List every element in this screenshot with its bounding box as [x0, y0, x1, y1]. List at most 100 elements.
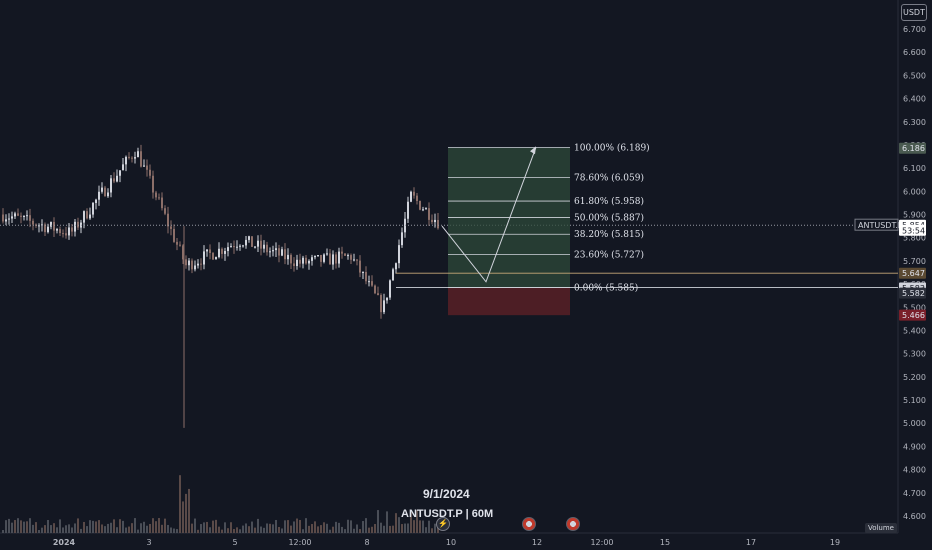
volume-bar — [104, 526, 106, 533]
candle-body — [290, 254, 292, 264]
volume-bar — [68, 524, 70, 533]
time-axis-label: 12:00 — [590, 538, 613, 547]
volume-bar — [185, 493, 187, 533]
symbol-tag: ANTUSDT.P — [858, 221, 903, 230]
volume-bar — [101, 524, 103, 533]
candle-body — [134, 157, 136, 159]
candle-body — [149, 169, 151, 176]
volume-group — [2, 475, 439, 533]
candle-body — [266, 244, 268, 253]
candle-body — [392, 269, 394, 281]
volume-bar — [368, 527, 370, 533]
candle-body — [146, 165, 148, 170]
candle-body — [407, 201, 409, 219]
candle-body — [59, 229, 61, 234]
volume-bar — [260, 526, 262, 533]
volume-bar — [161, 524, 163, 533]
volume-bar — [56, 527, 58, 533]
currency-selector[interactable]: USDT — [901, 4, 927, 21]
candle-body — [92, 202, 94, 215]
candle-body — [386, 297, 388, 301]
candle-body — [200, 263, 202, 265]
candle-body — [371, 281, 373, 286]
volume-bar — [257, 518, 259, 533]
volume-indicator-label[interactable]: Volume — [864, 523, 897, 533]
volume-bar — [113, 519, 115, 533]
candle-body — [344, 253, 346, 256]
volume-bar — [353, 528, 355, 533]
volume-bar — [182, 501, 184, 533]
price-tag-label: 5.582 — [902, 289, 925, 298]
volume-bar — [11, 522, 13, 533]
volume-bar — [356, 524, 358, 533]
volume-bar — [227, 528, 229, 533]
lightning-icon[interactable]: ⚡ — [436, 517, 450, 531]
candle-body — [68, 227, 70, 236]
volume-bar — [362, 521, 364, 533]
candle-body — [74, 221, 76, 232]
candle-body — [191, 260, 193, 270]
volume-bar — [266, 523, 268, 533]
time-axis-label: 5 — [232, 538, 237, 547]
price-axis-label: 6.500 — [903, 71, 926, 80]
volume-bar — [206, 521, 208, 533]
candle-body — [29, 215, 31, 221]
volume-bar — [401, 524, 403, 533]
candle-body — [389, 280, 391, 298]
candle-body — [428, 208, 430, 220]
candle-body — [83, 211, 85, 223]
candle-body — [296, 259, 298, 267]
candle-body — [248, 236, 250, 240]
volume-bar — [59, 519, 61, 533]
volume-bar — [86, 526, 88, 533]
volume-bar — [14, 520, 16, 533]
volume-bar — [218, 526, 220, 533]
symbol-tag-box — [854, 218, 899, 231]
candle-body — [32, 220, 34, 225]
volume-bar — [23, 521, 25, 533]
candle-body — [332, 254, 334, 265]
volume-bar — [263, 527, 265, 533]
candle-body — [131, 157, 133, 159]
candle-body — [380, 295, 382, 313]
price-tag-label: 5.647 — [902, 269, 925, 278]
volume-bar — [434, 523, 436, 533]
candle-body — [107, 192, 109, 197]
price-axis-label: 5.300 — [903, 350, 926, 359]
volume-bar — [428, 520, 430, 533]
volume-bar — [410, 511, 412, 533]
volume-bar — [392, 525, 394, 533]
volume-bar — [386, 511, 388, 533]
candle-body — [260, 240, 262, 249]
economic-event-icon[interactable] — [566, 517, 580, 531]
volume-bar — [335, 521, 337, 533]
candle-body — [179, 244, 181, 246]
candle-body — [152, 175, 154, 193]
projection-path[interactable] — [441, 147, 537, 283]
volume-bar — [170, 527, 172, 533]
fib-level-label: 38.20% (5.815) — [574, 229, 644, 240]
fib-level-label: 100.00% (6.189) — [574, 143, 650, 154]
volume-bar — [377, 510, 379, 533]
volume-bar — [110, 522, 112, 533]
volume-bar — [278, 526, 280, 533]
candle-body — [305, 257, 307, 264]
volume-bar — [332, 526, 334, 533]
economic-event-icon[interactable] — [522, 517, 536, 531]
candle-body — [275, 248, 277, 251]
volume-bar — [203, 522, 205, 533]
candle-body — [38, 225, 40, 227]
candle-body — [236, 246, 238, 248]
candle-body — [11, 216, 13, 219]
candle-body — [164, 208, 166, 214]
candle-body — [425, 208, 427, 210]
volume-bar — [29, 518, 31, 533]
price-axis-label: 5.400 — [903, 326, 926, 335]
volume-bar — [173, 528, 175, 533]
price-tag-label: 6.186 — [902, 144, 925, 153]
volume-bar — [194, 518, 196, 533]
candle-body — [62, 233, 64, 235]
candle-body — [14, 213, 16, 217]
